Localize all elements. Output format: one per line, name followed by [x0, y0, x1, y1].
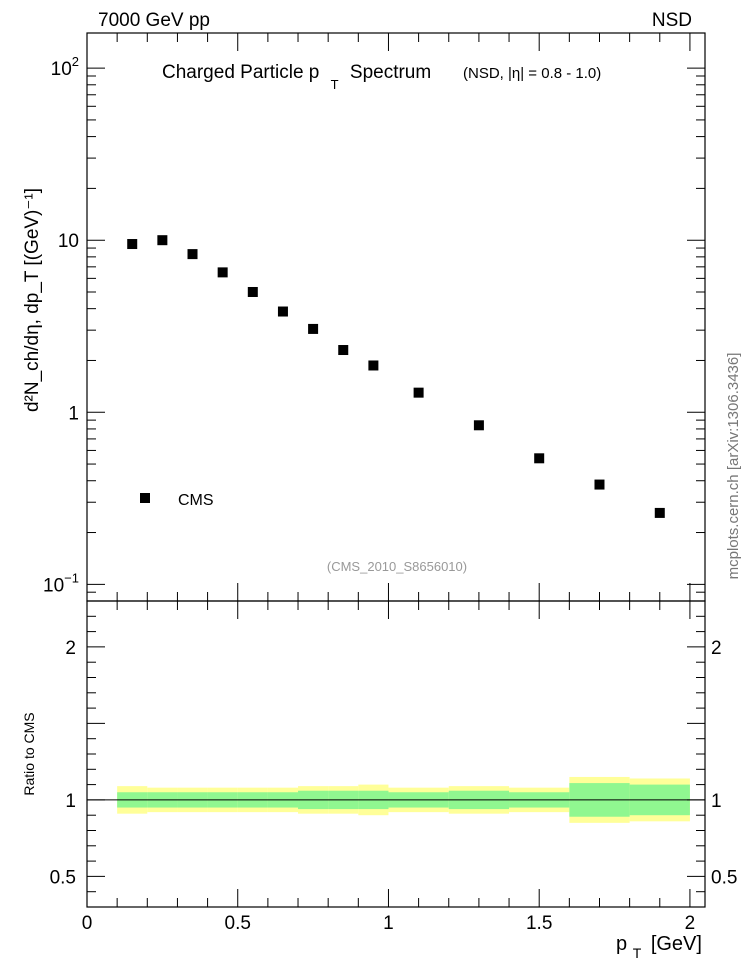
- main-frame: [86, 32, 706, 602]
- legend-label: CMS: [178, 492, 214, 509]
- main-y-label-text: d²N_ch/dη, dp_T [(GeV)⁻¹]: [22, 188, 43, 412]
- ratio-y-tick-label-right: 2: [711, 638, 722, 659]
- ratio-y-tick-label-left: 0.5: [50, 867, 76, 888]
- ratio-panel: 0.5 0.5 1 1 2 2 0 0.5 1 1.5 2 Ratio to CMS p T [G…: [21, 600, 737, 963]
- ratio-y-tick-label-right: 1: [711, 791, 722, 812]
- header-left: 7000 GeV pp: [98, 10, 210, 31]
- data-point: [534, 453, 545, 464]
- data-point: [594, 479, 605, 490]
- data-point: [157, 235, 168, 246]
- ratio-x-ticks: 0 0.5 1 1.5 2: [82, 601, 696, 934]
- data-point: [187, 249, 198, 260]
- x-axis-label: p T [GeV]: [616, 933, 702, 963]
- chart-title: Charged Particle p T Spectrum: [162, 62, 431, 94]
- analysis-id: (CMS_2010_S8656010): [327, 559, 467, 574]
- title-tail: Spectrum: [350, 62, 431, 83]
- data-point: [127, 239, 138, 250]
- main-panel: 10−1 1 10 102 Charged Particle p T Spectrum…: [22, 32, 706, 602]
- ratio-y-label: Ratio to CMS: [21, 712, 37, 795]
- data-point: [368, 360, 379, 371]
- x-tick-label: 0: [82, 913, 93, 934]
- x-label-subscript: T: [633, 945, 642, 961]
- y-tick-label: 1: [68, 403, 79, 424]
- y-tick-label: 10: [58, 231, 79, 252]
- main-y-ticks: 10−1 1 10 102: [43, 54, 705, 602]
- x-tick-label: 1: [383, 913, 394, 934]
- y-tick-label: 102: [51, 54, 79, 80]
- main-y-label: d²N_ch/dη, dp_T [(GeV)⁻¹]: [22, 188, 43, 412]
- side-label: mcplots.cern.ch [arXiv:1306.3436]: [725, 353, 742, 580]
- title-subscript: T: [331, 77, 339, 92]
- main-x-ticks: [86, 33, 691, 601]
- x-label-main: p: [616, 933, 627, 955]
- header-right: NSD: [652, 10, 692, 31]
- ratio-y-ticks: 0.5 0.5 1 1 2 2: [50, 615, 737, 908]
- title-qualifier: (NSD, |η| = 0.8 - 1.0): [463, 65, 601, 82]
- data-point: [654, 507, 665, 518]
- data-point: [413, 387, 424, 398]
- legend-marker: [140, 493, 150, 503]
- ratio-y-tick-label-left: 2: [65, 638, 76, 659]
- ratio-frame: [86, 600, 706, 908]
- x-tick-label: 1.5: [526, 913, 552, 934]
- x-tick-label: 2: [685, 913, 696, 934]
- data-point: [277, 306, 288, 317]
- title-main: Charged Particle p: [162, 62, 319, 83]
- y-tick-label: 10−1: [43, 570, 79, 596]
- data-point: [247, 286, 258, 297]
- data-points: [127, 235, 665, 518]
- data-point: [338, 345, 349, 356]
- x-label-unit: [GeV]: [651, 933, 702, 955]
- ratio-y-tick-label-left: 1: [65, 791, 76, 812]
- x-tick-label: 0.5: [225, 913, 251, 934]
- ratio-y-tick-label-right: 0.5: [711, 867, 737, 888]
- data-point: [473, 420, 484, 431]
- data-point: [308, 323, 319, 334]
- data-point: [217, 267, 228, 278]
